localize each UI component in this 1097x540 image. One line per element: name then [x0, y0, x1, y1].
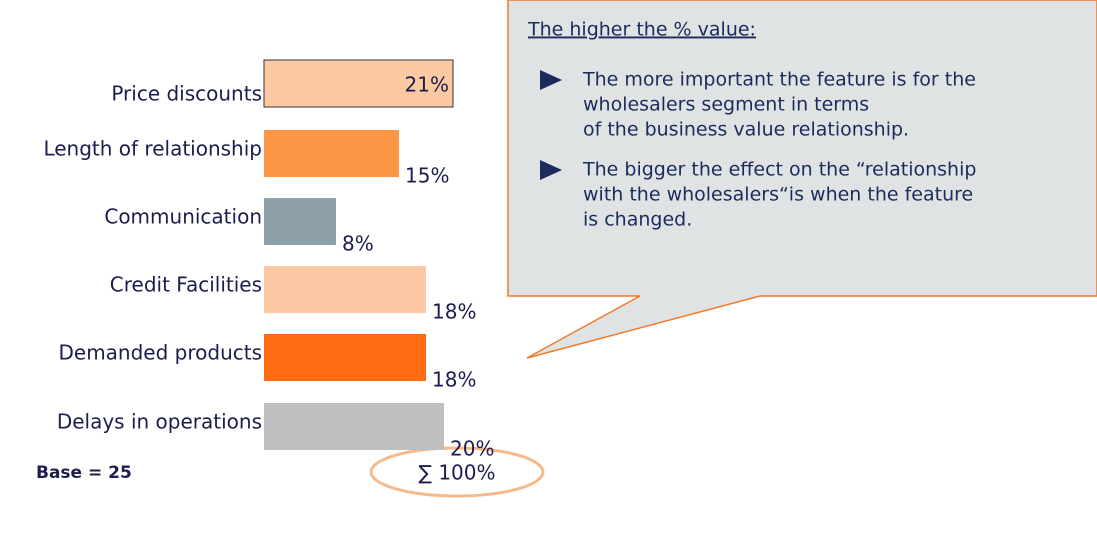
category-label: Credit Facilities — [110, 273, 262, 297]
sum-note: ∑ 100% — [418, 461, 495, 485]
category-label: Communication — [104, 205, 262, 229]
category-label: Demanded products — [58, 341, 262, 365]
value-label: 8% — [342, 232, 374, 256]
callout-text: with the wholesalers“is when the feature — [583, 184, 973, 206]
value-label: 18% — [432, 368, 476, 392]
bar — [264, 334, 426, 381]
callout-text: The bigger the effect on the “relationsh… — [582, 159, 976, 181]
bar — [264, 130, 399, 177]
value-label: 21% — [405, 73, 449, 97]
callout-text: The more important the feature is for th… — [582, 69, 976, 91]
callout-box — [507, 0, 1097, 359]
callout-text: wholesalers segment in terms — [583, 94, 869, 116]
callout-text: is changed. — [583, 209, 692, 231]
value-label: 20% — [450, 437, 494, 461]
category-label: Price discounts — [111, 82, 262, 106]
category-label: Delays in operations — [57, 410, 262, 434]
bullet-arrow — [540, 160, 562, 180]
category-label: Length of relationship — [43, 137, 262, 161]
bar — [264, 266, 426, 313]
sum-ellipse — [369, 446, 545, 498]
callout-text: of the business value relationship. — [583, 119, 909, 141]
bar — [264, 198, 336, 245]
bar — [264, 403, 444, 450]
base-note: Base = 25 — [36, 463, 132, 483]
callout-heading: The higher the % value: — [527, 19, 756, 41]
value-label: 15% — [405, 164, 449, 188]
value-label: 18% — [432, 300, 476, 324]
bullet-arrow — [540, 70, 562, 90]
bar — [263, 59, 454, 108]
